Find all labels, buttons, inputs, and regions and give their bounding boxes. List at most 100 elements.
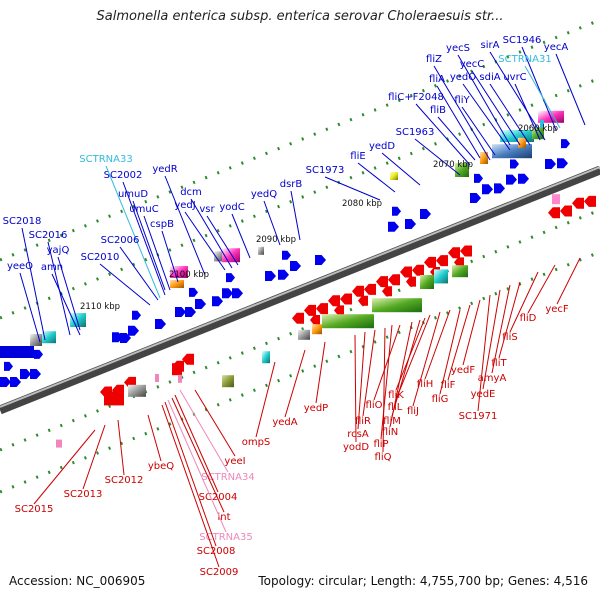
leader-line	[143, 215, 171, 291]
position-label: 2090 kbp	[256, 235, 296, 245]
forward-cds-arrow	[20, 369, 31, 379]
gene-label-reverse: fliR	[355, 416, 371, 427]
leader-line	[263, 200, 281, 246]
leader-line	[415, 103, 471, 166]
leader-line	[457, 54, 511, 146]
reverse-cds-arrow	[376, 276, 388, 288]
reverse-cds-arrow	[584, 195, 596, 207]
leader-line	[509, 271, 539, 333]
gene-label-reverse: yedF	[451, 365, 475, 376]
leader-line	[255, 361, 276, 438]
leader-line	[439, 309, 461, 395]
leader-line	[414, 138, 461, 176]
reverse-cog-box	[104, 391, 124, 406]
reverse-cds-arrow	[460, 245, 472, 257]
gene-label-reverse: yodD	[343, 442, 369, 453]
leader-line	[21, 227, 46, 341]
forward-cds-arrow	[405, 219, 416, 229]
forward-cds-arrow	[232, 288, 243, 299]
forward-cog-box	[70, 313, 86, 327]
gene-label-reverse: ompS	[242, 437, 271, 448]
reverse-cog-box	[222, 375, 234, 388]
gene-label-forward: yeeO	[7, 261, 33, 272]
position-label: 2080 kbp	[342, 199, 382, 209]
reverse-cds-arrow	[358, 295, 368, 306]
gene-label-forward: vsr	[199, 204, 215, 215]
reverse-rna-mark	[552, 194, 560, 205]
forward-cds-arrow	[265, 271, 276, 281]
reverse-cds-arrow	[316, 303, 328, 315]
gene-label-forward: yedR	[152, 164, 177, 175]
leader-line	[521, 46, 557, 131]
gene-label-reverse: fliH	[417, 379, 434, 390]
gene-label-forward: SC2010	[81, 252, 120, 263]
gene-label-reverse: yedP	[304, 403, 328, 414]
reverse-rna-mark	[155, 374, 159, 382]
topology-label: Topology: circular; Length: 4,755,700 bp…	[258, 574, 588, 588]
forward-cds-arrow	[185, 307, 196, 317]
gene-label-reverse: yedE	[471, 389, 496, 400]
gene-label-reverse: fliP	[373, 439, 388, 450]
gene-label-reverse: fliN	[382, 427, 399, 438]
leader-line	[82, 424, 106, 490]
forward-cog-box	[30, 334, 42, 346]
leader-line	[57, 256, 81, 331]
leader-line	[284, 349, 306, 418]
position-label: 2070 kbp	[433, 160, 473, 170]
gene-label-forward: dcm	[180, 187, 202, 198]
gene-label-reverse: SC1971	[459, 411, 498, 422]
reverse-cds-arrow	[454, 257, 464, 268]
gene-label-reverse: SCTRNA34	[201, 472, 254, 483]
gene-label-reverse: fliQ	[375, 452, 392, 463]
forward-cog-box	[170, 280, 184, 288]
gene-labels: yecA sirA SC1946 yecS SCTRNA31 yecC fliZ yedO sd…	[3, 35, 586, 578]
leader-line	[33, 429, 96, 505]
reverse-cog-box	[298, 329, 310, 340]
forward-cds-arrow	[518, 173, 529, 184]
gene-label-reverse: SCTRNA35	[199, 532, 252, 543]
gene-label-reverse: fliS	[502, 332, 517, 343]
leader-line	[122, 181, 166, 296]
reverse-cds-arrow	[406, 276, 416, 287]
leader-line	[391, 319, 421, 417]
gene-label-forward: yedJ	[174, 200, 195, 211]
gene-label-forward: SC1946	[503, 35, 542, 46]
reverse-rna-mark	[56, 439, 62, 448]
leader-line	[382, 327, 386, 453]
leader-line	[381, 152, 421, 186]
reverse-cds-arrow	[382, 286, 392, 297]
gene-label-forward: uvrC	[503, 72, 526, 83]
forward-cds-arrow	[482, 184, 493, 195]
leader-line	[184, 211, 226, 271]
leader-line	[489, 51, 546, 141]
leader-line	[119, 246, 159, 301]
leader-line	[147, 414, 162, 462]
reverse-cds-arrow	[182, 353, 194, 365]
reverse-cog-box	[322, 314, 374, 329]
forward-cog-box	[532, 127, 544, 140]
forward-cog-box	[170, 266, 188, 278]
forward-cds-arrow	[226, 273, 235, 283]
gene-label-reverse: fliF	[441, 380, 456, 391]
gene-label-forward: fliY	[454, 95, 470, 106]
forward-cds-arrow	[222, 288, 233, 299]
leader-line	[433, 65, 491, 161]
forward-cds-arrow	[388, 221, 399, 232]
reverse-cds-arrow	[328, 295, 340, 307]
leader-line	[489, 83, 531, 146]
leader-line	[412, 311, 441, 407]
gene-label-forward: fliC+F2048	[388, 92, 444, 103]
reverse-cds-arrow	[400, 266, 412, 278]
leader-line	[373, 324, 401, 401]
leader-line	[491, 284, 511, 374]
leader-line	[99, 263, 151, 306]
gene-label-reverse: rcsA	[347, 429, 369, 440]
leader-line	[354, 334, 357, 443]
leader-line	[164, 401, 217, 547]
forward-cog-box	[42, 331, 56, 344]
leader-line	[132, 200, 166, 291]
gene-feature-tracks	[0, 110, 596, 448]
gene-label-forward: sirA	[481, 40, 500, 51]
